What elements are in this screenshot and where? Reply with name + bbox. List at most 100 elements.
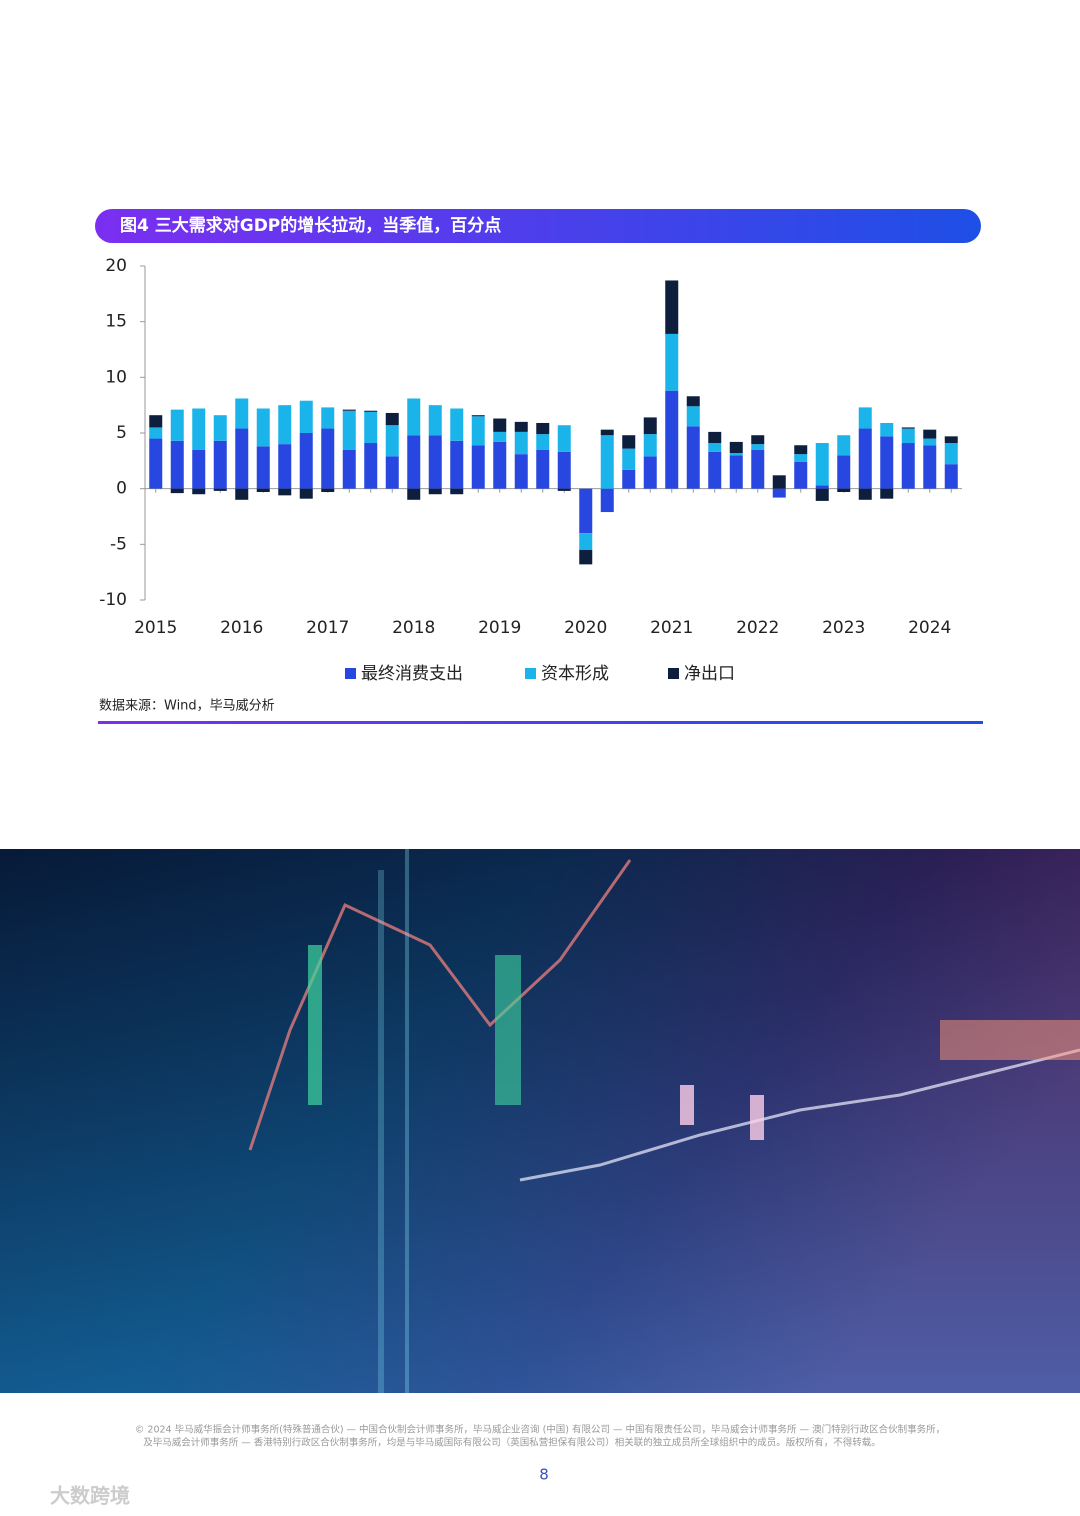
bar-segment [256, 408, 270, 447]
bar-segment [407, 398, 421, 436]
bar-segment [600, 435, 614, 489]
bar-segment [772, 475, 786, 489]
title-bar [95, 209, 981, 243]
bar-segment [536, 422, 550, 435]
bar-segment [643, 434, 657, 457]
bar-segment [729, 453, 743, 456]
page-number: 8 [539, 1466, 549, 1484]
bar-segment [901, 428, 915, 444]
bar-segment [880, 436, 894, 489]
banner-candle [495, 955, 521, 1105]
bar-segment [514, 454, 528, 489]
legend-label: 净出口 [684, 664, 735, 684]
bar-segment [686, 396, 700, 407]
bar-segment [278, 405, 292, 445]
bar-segment [235, 488, 249, 500]
bar-segment [837, 488, 851, 493]
bar-segment [536, 434, 550, 450]
banner-candle [680, 1085, 694, 1125]
bar-segment [944, 464, 958, 489]
y-tick-label: -10 [99, 590, 127, 610]
bar-segment [170, 488, 184, 494]
bar-segment [536, 449, 550, 489]
bar-segment [385, 412, 399, 426]
banner-beam [405, 849, 409, 1393]
chart-title: 图4 三大需求对GDP的增长拉动，当季值，百分点 [120, 215, 501, 236]
legend-label: 最终消费支出 [361, 664, 463, 684]
bar-segment [428, 488, 442, 495]
bar-segment [321, 428, 335, 489]
banner-candle [308, 945, 322, 1105]
bar-segment [751, 435, 765, 445]
bar-segment [923, 438, 937, 446]
footer-line: 及毕马威会计师事务所 — 香港特别行政区合伙制事务所，均是与毕马威国际有限公司（… [143, 1437, 881, 1449]
bar-segment [342, 410, 356, 450]
bar-segment [450, 440, 464, 489]
bar-segment [579, 549, 593, 565]
x-tick-label: 2021 [650, 618, 693, 638]
bar-segment [858, 428, 872, 489]
bar-segment [450, 488, 464, 495]
bar-segment [213, 488, 227, 491]
bar-segment [192, 449, 206, 489]
bar-segment [923, 429, 937, 439]
bar-segment [579, 488, 593, 534]
bar-segment [514, 421, 528, 432]
bar-segment [794, 445, 808, 455]
bar-segment [471, 415, 485, 417]
x-tick-label: 2022 [736, 618, 779, 638]
bar-segment [235, 428, 249, 489]
bar-segment [278, 488, 292, 496]
bar-segment [729, 455, 743, 489]
bar-segment [407, 488, 421, 500]
banner-line [248, 859, 632, 1151]
bar-segment [665, 333, 679, 391]
bar-segment [837, 435, 851, 456]
x-tick-label: 2023 [822, 618, 865, 638]
bar-segment [944, 436, 958, 444]
bar-segment [493, 431, 507, 442]
bar-segment [256, 446, 270, 489]
bar-segment [170, 440, 184, 489]
banner-glow-spot [940, 1020, 1080, 1060]
bar-segment [149, 415, 163, 428]
bar-segment [708, 431, 722, 444]
bar-segment [665, 390, 679, 489]
bar-segment [471, 445, 485, 489]
x-tick-label: 2015 [134, 618, 177, 638]
divider [98, 721, 983, 724]
bar-segment [557, 451, 571, 489]
x-tick-label: 2020 [564, 618, 607, 638]
bar-segment [729, 441, 743, 454]
bar-segment [428, 405, 442, 436]
x-tick-label: 2024 [908, 618, 951, 638]
bar-segment [815, 443, 829, 486]
bar-segment [450, 408, 464, 441]
x-tick-label: 2019 [478, 618, 521, 638]
legend-swatch [345, 668, 356, 679]
bar-segment [901, 427, 915, 429]
legend-label: 资本形成 [541, 664, 609, 684]
bar-segment [708, 443, 722, 452]
source: 数据来源：Wind，毕马威分析 [99, 699, 275, 714]
bar-segment [213, 415, 227, 441]
bar-segment [428, 435, 442, 489]
bar-segment [256, 488, 270, 493]
bar-segment [235, 398, 249, 429]
y-tick-label: 5 [116, 423, 127, 443]
banner-line [519, 1048, 1080, 1182]
bar-segment [600, 429, 614, 436]
bar-segment [385, 456, 399, 489]
bar-segment [299, 488, 313, 499]
x-tick-label: 2017 [306, 618, 349, 638]
bar-segment [342, 449, 356, 489]
bar-segment [149, 427, 163, 439]
watermark: 大数跨境 [50, 1484, 130, 1508]
bar-segment [557, 425, 571, 452]
bar-segment [751, 444, 765, 450]
y-tick-label: -5 [110, 534, 127, 554]
banner-glow [0, 849, 1080, 1393]
bar-segment [192, 408, 206, 450]
bar-segment [643, 456, 657, 489]
